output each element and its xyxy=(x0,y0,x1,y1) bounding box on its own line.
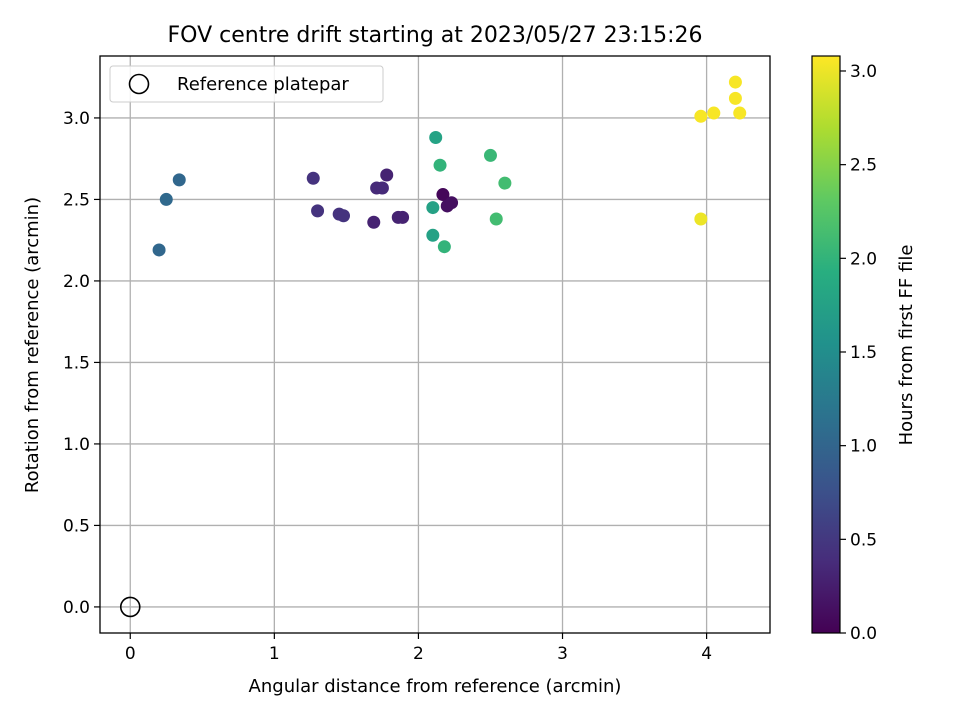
data-point xyxy=(380,168,394,182)
data-point xyxy=(375,181,389,195)
y-tick-label: 1.5 xyxy=(63,353,90,373)
y-axis-label: Rotation from reference (arcmin) xyxy=(22,197,43,493)
legend-box xyxy=(109,65,384,103)
data-point xyxy=(429,130,443,144)
data-point xyxy=(337,209,351,223)
colorbar-frame xyxy=(811,55,841,634)
data-point xyxy=(498,176,512,190)
x-tick-label: 2 xyxy=(413,644,424,664)
legend-entry-reference: Reference platepar xyxy=(177,74,349,95)
grid xyxy=(100,56,770,633)
y-axis-ticks: 0.0 0.5 1.0 1.5 2.0 2.5 3.0 xyxy=(63,109,100,618)
colorbar-label: Hours from first FF file xyxy=(896,245,917,446)
data-point xyxy=(426,201,440,215)
data-point xyxy=(694,212,708,226)
x-tick-label: 1 xyxy=(269,644,280,664)
data-point xyxy=(311,204,325,218)
data-point xyxy=(483,148,497,162)
plot-area-frame xyxy=(99,55,771,634)
colorbar-tick-label: 1.0 xyxy=(850,437,877,457)
data-point xyxy=(728,91,742,105)
colorbar-tick-label: 1.5 xyxy=(850,343,877,363)
x-axis-ticks: 0 1 2 3 4 xyxy=(125,633,712,664)
y-tick-label: 0.5 xyxy=(63,516,90,536)
y-tick-label: 1.0 xyxy=(63,435,90,455)
data-point xyxy=(306,171,320,185)
colorbar-tick-label: 0.5 xyxy=(850,530,877,550)
data-point xyxy=(433,158,447,172)
data-point xyxy=(159,192,173,206)
colorbar-tick-label: 0.0 xyxy=(850,624,877,644)
data-point xyxy=(694,109,708,123)
colorbar-ticks: 0.0 0.5 1.0 1.5 2.0 2.5 3.0 xyxy=(840,62,877,644)
colorbar: 0.0 0.5 1.0 1.5 2.0 2.5 3.0 Hours from first F… xyxy=(811,55,917,644)
data-point xyxy=(396,210,410,224)
data-point xyxy=(707,106,721,120)
colorbar-gradient xyxy=(812,56,840,633)
data-point xyxy=(733,106,747,120)
data-points xyxy=(152,75,747,257)
data-point xyxy=(426,228,440,242)
y-tick-label: 2.0 xyxy=(63,272,90,292)
data-point xyxy=(172,173,186,187)
data-point xyxy=(445,196,459,210)
legend-marker xyxy=(128,73,150,95)
y-tick-label: 2.5 xyxy=(63,190,90,210)
x-tick-label: 0 xyxy=(125,644,136,664)
reference-point-marker xyxy=(119,596,141,618)
data-point xyxy=(152,243,166,257)
data-point xyxy=(437,240,451,254)
y-tick-label: 0.0 xyxy=(63,598,90,618)
colorbar-tick-label: 2.0 xyxy=(850,249,877,269)
data-point xyxy=(489,212,503,226)
colorbar-tick-label: 3.0 xyxy=(850,62,877,82)
chart-title: FOV centre drift starting at 2023/05/27 … xyxy=(168,23,703,48)
data-point xyxy=(728,75,742,89)
x-axis-label: Angular distance from reference (arcmin) xyxy=(249,676,622,697)
data-point xyxy=(436,188,450,202)
legend: Reference platepar xyxy=(109,65,384,103)
data-point xyxy=(367,215,381,229)
colorbar-tick-label: 2.5 xyxy=(850,156,877,176)
y-tick-label: 3.0 xyxy=(63,109,90,129)
x-tick-label: 4 xyxy=(701,644,712,664)
x-tick-label: 3 xyxy=(557,644,568,664)
